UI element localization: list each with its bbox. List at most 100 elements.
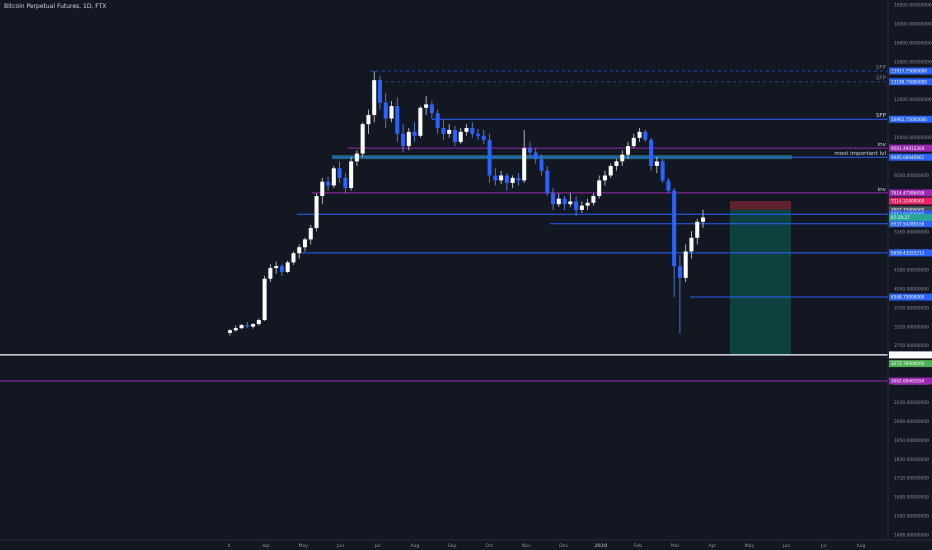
candle-body	[377, 80, 382, 103]
price-tick-label: 16800.00000000	[894, 40, 932, 46]
candle-body	[262, 278, 267, 321]
time-tick-label: 2020	[594, 543, 607, 549]
candle-body	[666, 180, 671, 191]
candle-body	[476, 133, 481, 136]
candle-body	[643, 131, 648, 140]
time-tick-label: Apr	[262, 543, 270, 549]
level-price-badge	[889, 351, 932, 359]
candle-body	[302, 239, 308, 248]
candle-body	[654, 161, 659, 166]
time-tick-label: Aug	[410, 543, 419, 549]
price-badge	[889, 197, 932, 205]
candle-body	[366, 114, 371, 125]
candle-body	[574, 201, 579, 210]
candle-body	[545, 170, 550, 194]
candle-body	[326, 181, 331, 186]
level-price-badge	[889, 249, 932, 257]
price-tick-label: 1408.00000000	[894, 533, 929, 539]
candle-body	[631, 137, 636, 147]
candle-body	[672, 190, 677, 267]
candle-body	[447, 129, 452, 134]
candle-body	[689, 237, 694, 252]
price-tick-label: 3700.00000000	[894, 305, 929, 311]
time-axis[interactable]: 4 Apr May Jun Jul Aug Sep Oct Nov Dec 2020 Feb Mar Ap…	[228, 543, 866, 549]
candle-body	[412, 131, 417, 136]
candle-body	[349, 161, 354, 189]
candle-body	[620, 154, 625, 162]
price-badge	[889, 360, 932, 368]
candle-body	[395, 106, 400, 134]
price-tick-label: 1830.00000000	[894, 457, 929, 463]
candle-body	[308, 228, 313, 240]
price-tick-label: 4300.00000000	[894, 268, 929, 274]
level-price-label: 6537.54280168	[891, 221, 925, 226]
candle-body	[677, 266, 682, 278]
level-price-label: 4548.75000000	[891, 295, 925, 300]
time-tick-label: Oct	[485, 543, 493, 549]
level-price-label: 3002.69461654	[891, 379, 925, 384]
price-tick-label: 1710.00000000	[894, 476, 929, 482]
price-tick-label: 2750.00000000	[894, 343, 929, 349]
candle-body	[579, 205, 584, 210]
candle-body	[591, 195, 596, 203]
price-tick-label: 12000.00000000	[894, 97, 932, 103]
candle-body	[429, 104, 434, 114]
time-tick-label: 4	[228, 543, 231, 549]
price-tick-label: 1950.00000000	[894, 438, 929, 444]
level-price-badge	[889, 78, 932, 86]
level-price-badge	[889, 144, 932, 152]
time-tick-label: Jul	[374, 543, 381, 549]
candle-body	[343, 177, 348, 189]
candles-layer	[227, 71, 706, 336]
candle-body	[700, 217, 706, 222]
level-annotation: inv	[878, 142, 887, 148]
candle-body	[522, 148, 527, 181]
candle-body	[568, 201, 573, 205]
candle-body	[360, 124, 365, 154]
candle-body	[499, 175, 504, 181]
candle-body	[424, 104, 429, 108]
price-tick-label: 18000.00000000	[894, 21, 932, 27]
take-profit-zone	[730, 209, 791, 355]
candle-body	[649, 139, 654, 166]
level-price-badge	[889, 153, 932, 161]
level-price-badge	[889, 293, 932, 301]
level-price-label: 13917.75000000	[891, 69, 927, 74]
time-tick-label: Aug	[857, 543, 866, 549]
stop-loss-zone	[730, 201, 791, 210]
level-price-label: 9085.68946961	[891, 155, 925, 160]
time-tick-label: Jun	[336, 543, 344, 549]
candle-body	[291, 253, 296, 263]
candle-body	[227, 330, 233, 333]
candle-body	[297, 247, 302, 254]
candle-body	[539, 159, 544, 171]
level-annotation: SFP	[876, 65, 887, 71]
levels-layer	[0, 70, 888, 382]
candle-body	[533, 152, 538, 160]
candle-body	[562, 198, 567, 205]
candle-body	[389, 106, 394, 119]
level-annotation: inv	[878, 187, 887, 193]
candle-body	[510, 177, 515, 183]
level-price-label: 5659.43555213	[891, 250, 925, 255]
candle-body	[637, 131, 642, 138]
time-tick-label: May	[299, 543, 309, 549]
level-price-label: 3416.57625405	[891, 352, 925, 357]
candle-body	[435, 113, 440, 128]
candle-body	[660, 161, 665, 181]
candle-body	[251, 324, 256, 327]
candle-body	[458, 131, 463, 142]
candle-body	[625, 146, 631, 155]
candle-body	[602, 175, 607, 181]
level-price-badge	[889, 115, 932, 123]
candle-body	[274, 266, 279, 269]
level-price-label: 10962.75000000	[891, 117, 927, 122]
candle-body	[683, 251, 688, 278]
candle-body	[314, 195, 319, 229]
level-price-label: 13199.75000000	[891, 79, 927, 84]
annotations-layer: SFP SFP SFP inv most important lvl inv	[834, 65, 886, 193]
candle-body	[320, 181, 325, 196]
level-price-label: 7007.75000000	[891, 207, 925, 212]
price-tick-label: 5300.00000000	[894, 230, 929, 236]
